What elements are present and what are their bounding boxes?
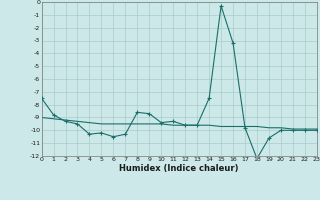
X-axis label: Humidex (Indice chaleur): Humidex (Indice chaleur) bbox=[119, 164, 239, 173]
